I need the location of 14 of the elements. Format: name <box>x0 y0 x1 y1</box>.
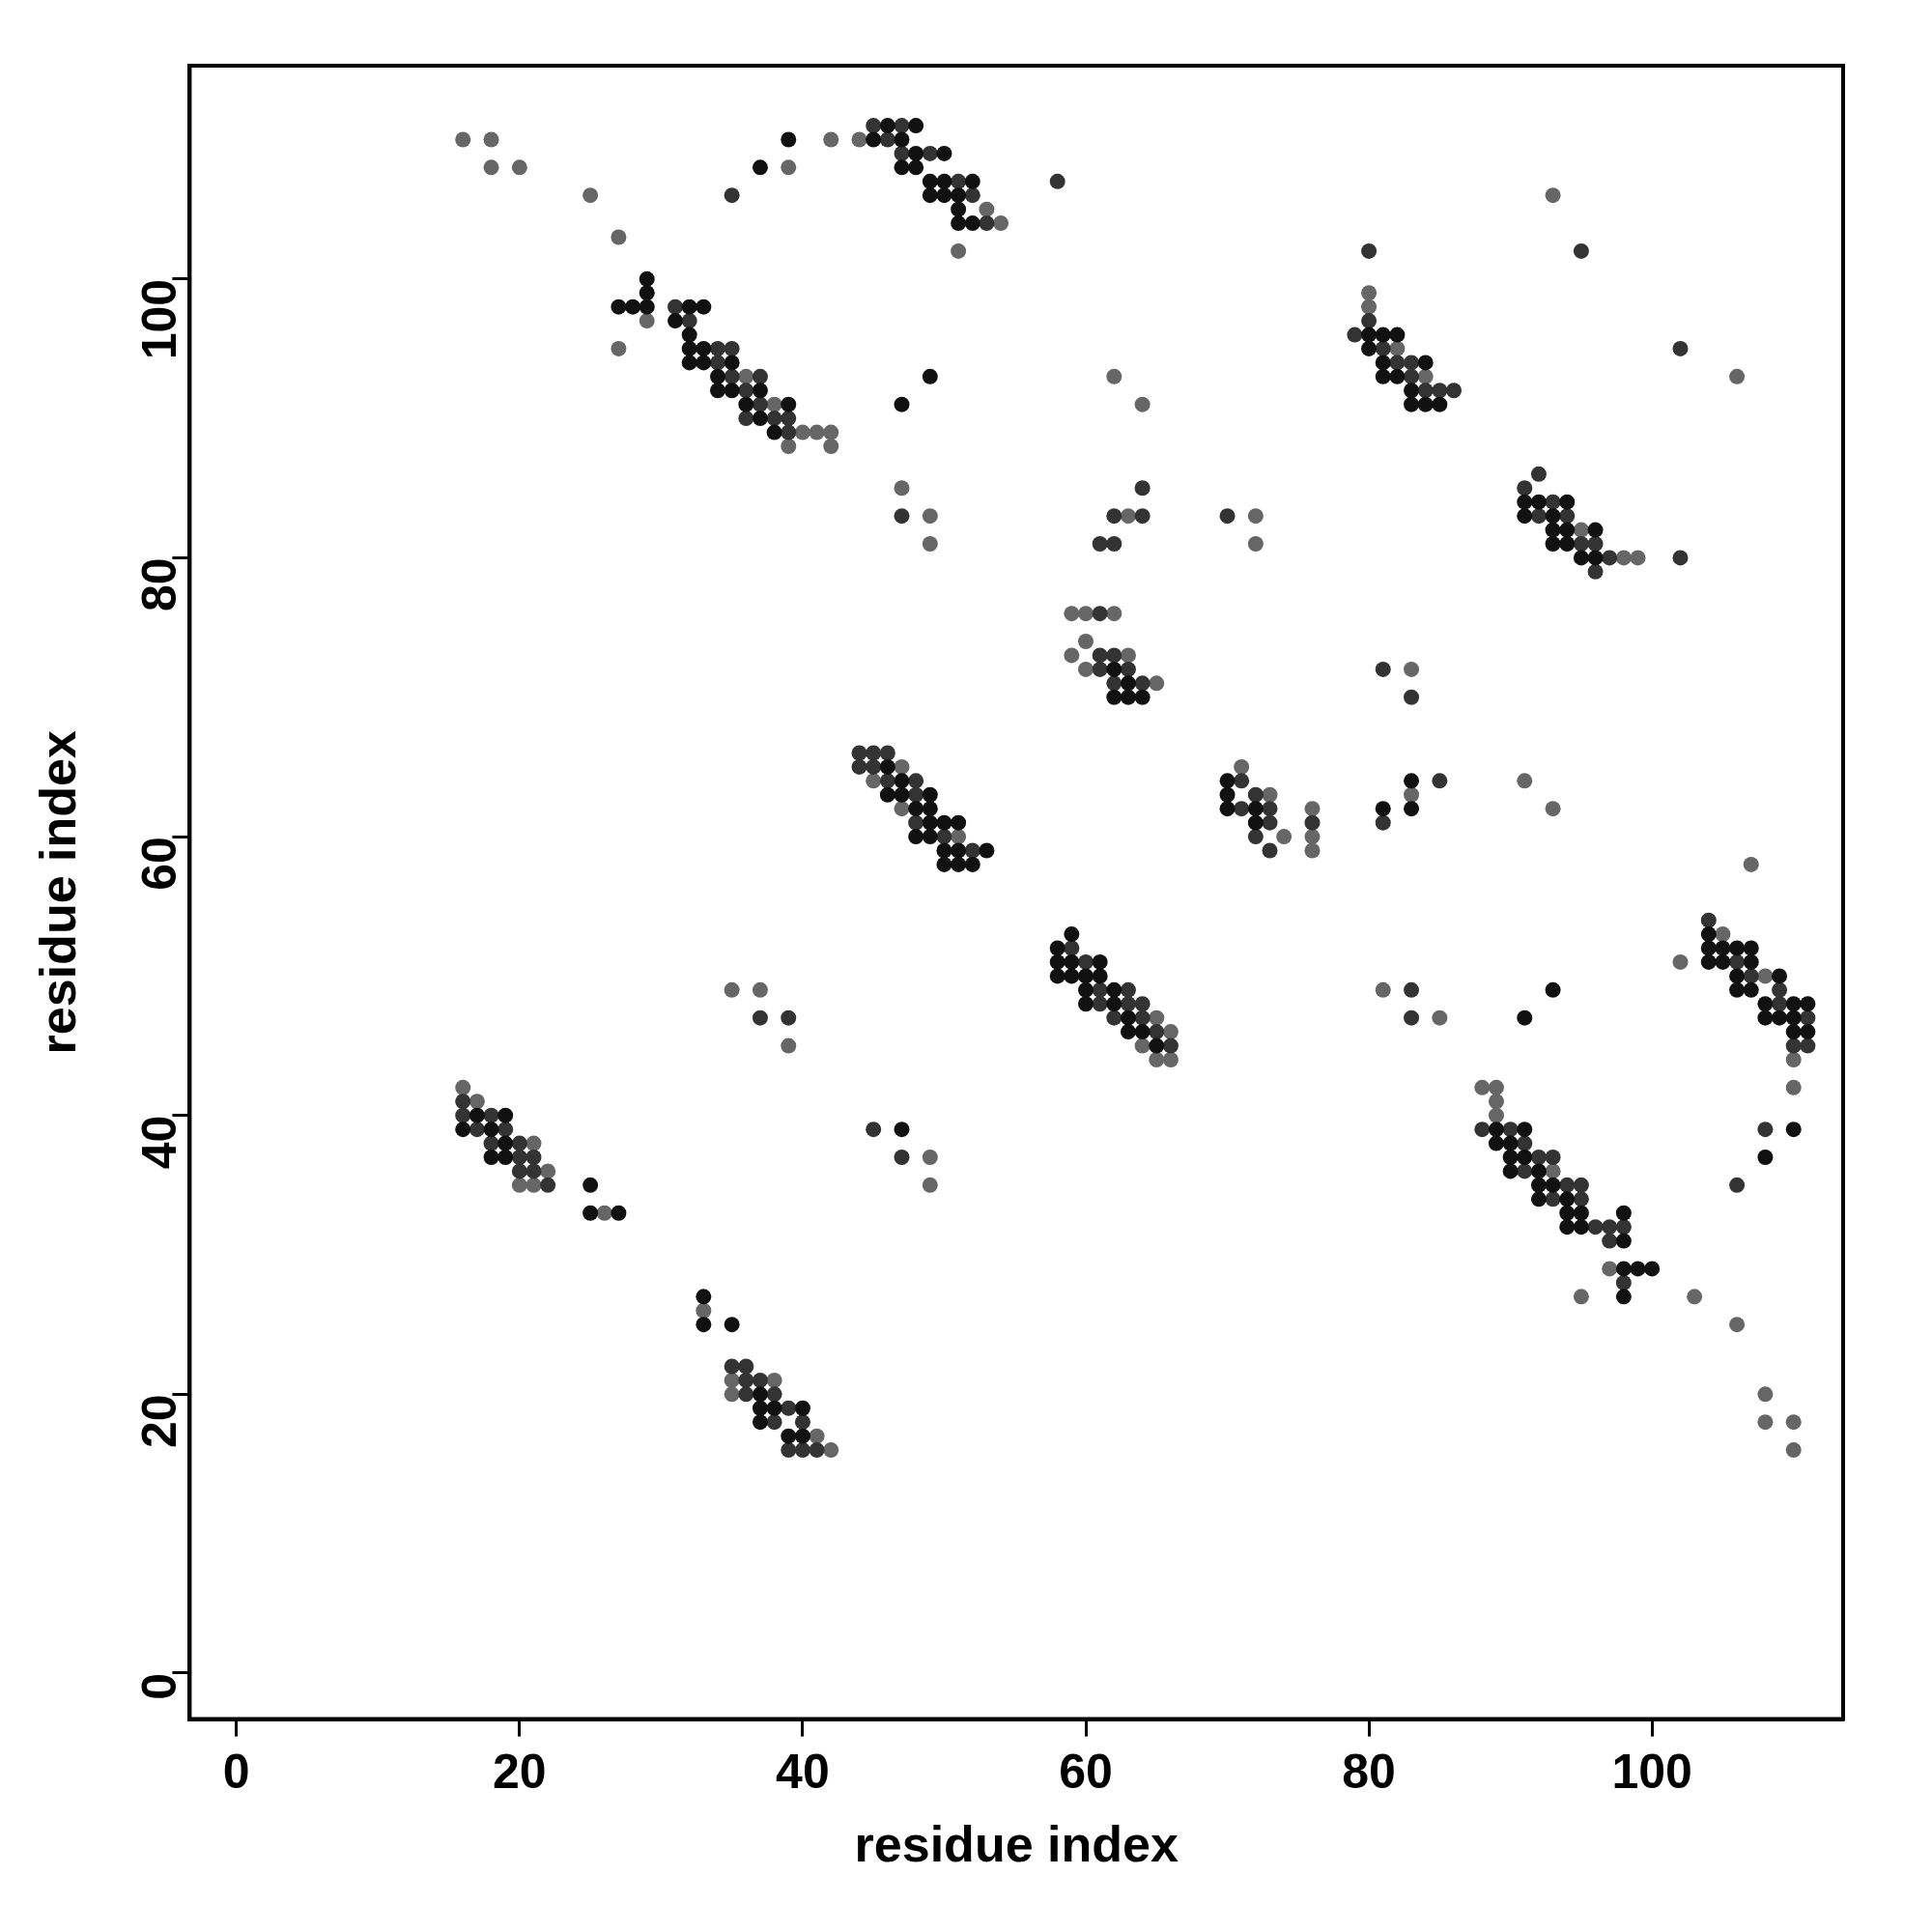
x-tick-label: 80 <box>1342 1745 1396 1800</box>
y-tick-label: 80 <box>132 557 187 612</box>
y-axis-title: residue index <box>29 730 86 1055</box>
x-tick-label: 100 <box>1611 1745 1692 1800</box>
y-tick-label: 40 <box>132 1115 187 1170</box>
y-tick-label: 20 <box>132 1394 187 1448</box>
y-tick-label: 60 <box>132 837 187 891</box>
x-axis-title: residue index <box>854 1816 1179 1873</box>
y-tick-label: 100 <box>132 278 187 360</box>
x-tick-label: 60 <box>1059 1745 1113 1800</box>
x-tick-label: 40 <box>776 1745 830 1800</box>
x-tick-label: 20 <box>493 1745 547 1800</box>
x-tick-label: 0 <box>222 1745 250 1800</box>
y-tick-label: 0 <box>132 1672 187 1700</box>
